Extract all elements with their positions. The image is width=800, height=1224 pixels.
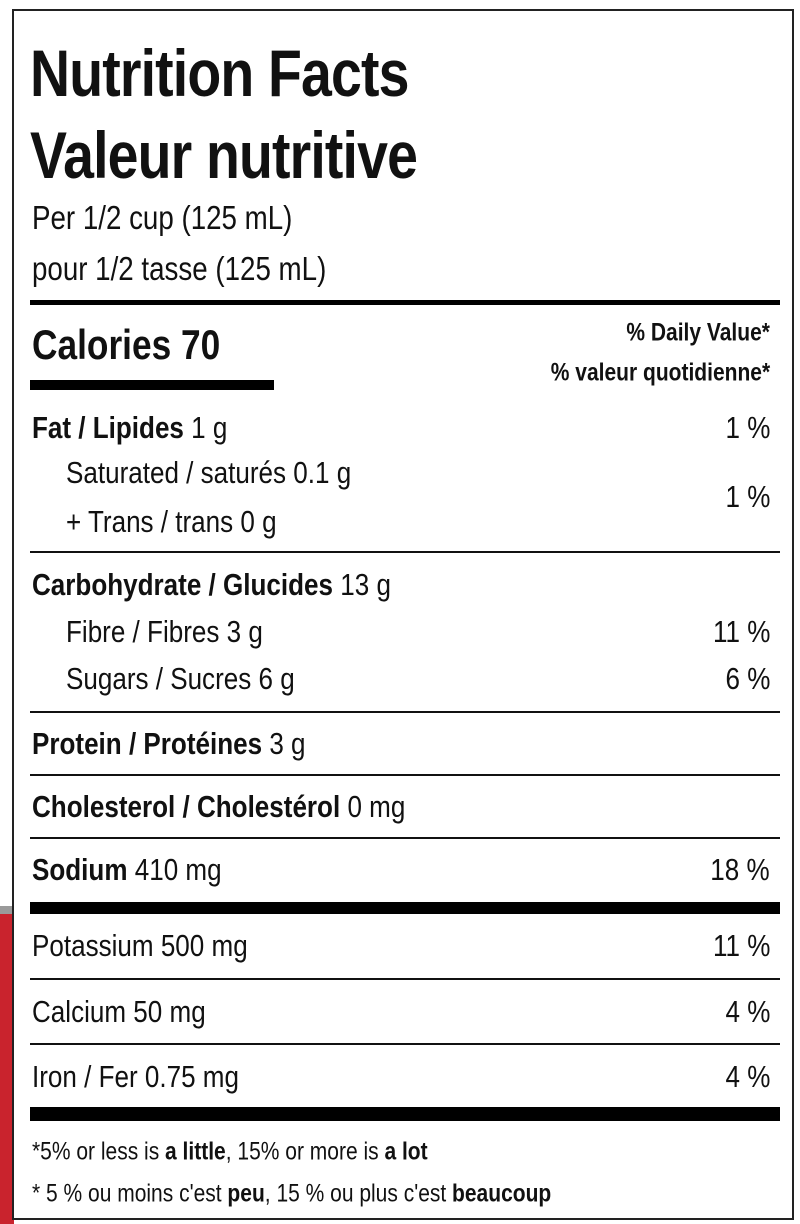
sat-trans-dv: 1 % <box>725 479 770 514</box>
trans-row: + Trans / trans 0 g <box>66 504 277 539</box>
fat-row: Fat / Lipides 1 g <box>32 410 228 445</box>
iron-row: Iron / Fer 0.75 mg <box>32 1059 239 1094</box>
carbohydrate-row: Carbohydrate / Glucides 13 g <box>32 567 391 602</box>
daily-value-header-en: % Daily Value* <box>626 318 770 347</box>
cholesterol-row: Cholesterol / Cholestérol 0 mg <box>32 789 406 824</box>
fibre-dv: 11 % <box>712 614 770 649</box>
sugars-dv: 6 % <box>725 661 770 696</box>
title-fr: Valeur nutritive <box>30 118 418 192</box>
calories-bar <box>30 380 274 390</box>
iron-dv: 4 % <box>725 1059 770 1094</box>
protein-row: Protein / Protéines 3 g <box>32 726 306 761</box>
serving-size-fr: pour 1/2 tasse (125 mL) <box>32 250 327 287</box>
calories-label: Calories <box>32 321 172 368</box>
calories-value: 70 <box>181 321 221 368</box>
rule <box>30 774 780 776</box>
background-grey-strip <box>0 906 14 914</box>
sugars-row: Sugars / Sucres 6 g <box>66 661 295 696</box>
rule <box>30 978 780 980</box>
fibre-row: Fibre / Fibres 3 g <box>66 614 263 649</box>
sodium-dv: 18 % <box>710 852 770 887</box>
thick-rule <box>30 1107 780 1121</box>
nutrition-facts-label: Nutrition Facts Valeur nutritive Per 1/2… <box>12 9 794 1220</box>
thick-rule <box>30 300 780 305</box>
calcium-row: Calcium 50 mg <box>32 994 206 1029</box>
calcium-dv: 4 % <box>725 994 770 1029</box>
rule <box>30 1043 780 1045</box>
background-red-strip <box>0 914 14 1224</box>
potassium-dv: 11 % <box>712 928 770 963</box>
rule <box>30 551 780 553</box>
title-en: Nutrition Facts <box>30 36 409 110</box>
footnote-fr: * 5 % ou moins c'est peu, 15 % ou plus c… <box>32 1179 552 1208</box>
potassium-row: Potassium 500 mg <box>32 928 248 963</box>
footnote-en: *5% or less is a little, 15% or more is … <box>32 1137 428 1166</box>
thick-rule <box>30 902 780 914</box>
daily-value-header-fr: % valeur quotidienne* <box>550 358 770 387</box>
rule <box>30 711 780 713</box>
calories: Calories 70 <box>32 321 220 369</box>
fat-dv: 1 % <box>725 410 770 445</box>
sodium-row: Sodium 410 mg <box>32 852 222 887</box>
saturated-row: Saturated / saturés 0.1 g <box>66 455 352 490</box>
serving-size-en: Per 1/2 cup (125 mL) <box>32 199 293 236</box>
rule <box>30 837 780 839</box>
